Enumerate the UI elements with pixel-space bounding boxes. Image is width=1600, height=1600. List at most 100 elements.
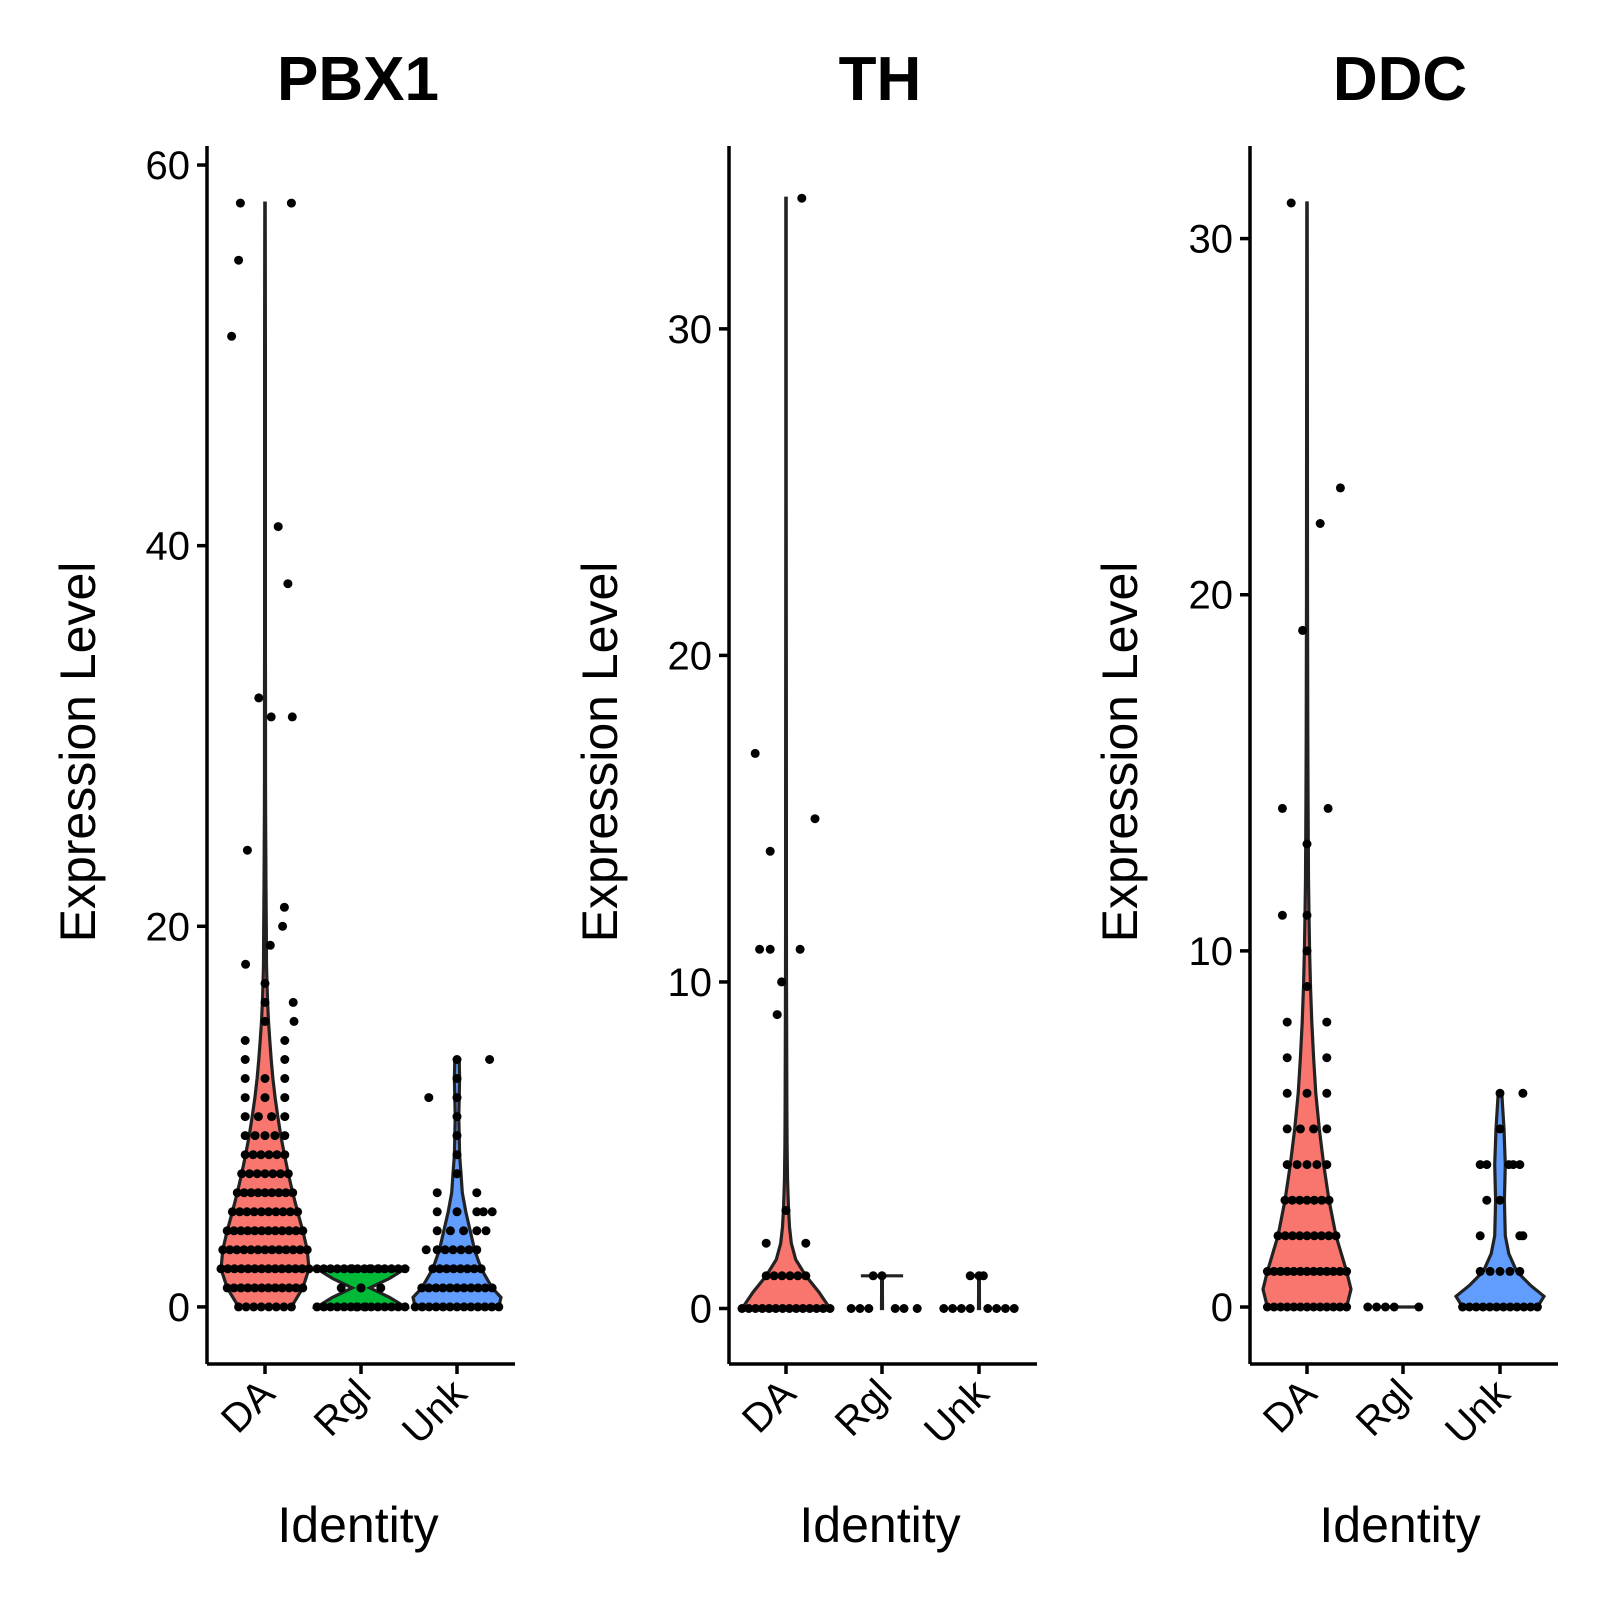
data-point	[1292, 1160, 1302, 1170]
data-point	[956, 1304, 966, 1313]
data-point	[459, 1302, 469, 1312]
data-point	[784, 1304, 794, 1313]
data-point	[466, 1302, 476, 1312]
data-point	[229, 1226, 239, 1236]
data-point	[476, 1264, 486, 1274]
data-point	[1322, 1088, 1332, 1098]
data-point	[270, 1264, 280, 1274]
y-tick-label: 10	[1189, 930, 1234, 974]
data-point	[432, 1226, 442, 1236]
data-point	[280, 1055, 290, 1064]
data-point	[978, 1271, 988, 1281]
data-point	[1280, 1231, 1290, 1241]
data-point	[452, 1093, 462, 1103]
data-point	[249, 1207, 259, 1217]
data-point	[1288, 1231, 1297, 1241]
data-point	[250, 1283, 260, 1293]
data-point	[755, 944, 765, 954]
data-point	[431, 1302, 441, 1312]
data-point	[1464, 1302, 1474, 1312]
data-point	[751, 1304, 760, 1313]
data-point	[452, 1302, 462, 1312]
data-point	[222, 1283, 232, 1293]
y-tick-label: 30	[668, 308, 713, 352]
data-point	[222, 1226, 232, 1236]
data-point	[393, 1302, 403, 1312]
data-point	[284, 1264, 294, 1274]
data-point	[487, 1207, 497, 1217]
data-point	[298, 1283, 308, 1293]
data-point	[801, 1238, 811, 1248]
data-point	[1302, 910, 1312, 920]
data-point	[485, 1055, 495, 1064]
violin-unk	[976, 1274, 982, 1311]
data-point	[266, 712, 276, 722]
data-point	[464, 1245, 474, 1255]
data-point	[1302, 982, 1312, 991]
data-point	[280, 1131, 290, 1141]
x-tick-label: DA	[1255, 1371, 1326, 1442]
data-point	[373, 1302, 383, 1312]
data-point	[236, 1283, 246, 1293]
data-point	[263, 1283, 273, 1293]
data-point	[256, 1150, 266, 1160]
panel-title: PBX1	[277, 45, 439, 114]
data-point	[243, 1264, 253, 1274]
data-point	[456, 1264, 465, 1274]
data-point	[795, 944, 805, 954]
data-point	[1342, 1266, 1352, 1276]
data-point	[302, 1245, 312, 1255]
data-point	[448, 1245, 458, 1255]
data-point	[353, 1264, 363, 1274]
y-tick-label: 0	[1211, 1286, 1233, 1330]
data-point	[481, 1226, 491, 1236]
data-point	[250, 1226, 260, 1236]
data-point	[983, 1304, 993, 1313]
data-point	[1282, 1017, 1292, 1027]
data-point	[291, 1226, 301, 1236]
data-point	[280, 1150, 290, 1160]
x-tick-label: Rgl	[827, 1371, 901, 1445]
data-point	[750, 748, 760, 758]
data-point	[452, 1074, 462, 1083]
data-point	[771, 1304, 781, 1313]
data-point	[1380, 1302, 1390, 1312]
data-point	[272, 1150, 282, 1160]
data-point	[818, 1304, 828, 1313]
data-point	[1302, 1266, 1312, 1276]
data-point	[253, 1188, 263, 1198]
data-point	[274, 1188, 284, 1198]
data-point	[473, 1283, 483, 1293]
data-point	[235, 1207, 245, 1217]
data-point	[359, 1302, 369, 1312]
data-point	[825, 1304, 835, 1313]
data-point	[442, 1264, 452, 1274]
data-point	[948, 1304, 958, 1313]
y-axis-title: Expression Level	[1092, 562, 1148, 943]
data-point	[326, 1302, 335, 1312]
data-point	[387, 1302, 396, 1312]
data-point	[253, 1245, 263, 1255]
data-point	[431, 1283, 441, 1293]
data-point	[312, 1302, 322, 1312]
data-point	[336, 1283, 346, 1293]
data-point	[778, 1304, 788, 1313]
data-point	[274, 1245, 284, 1255]
data-point	[268, 1169, 278, 1179]
data-point	[257, 1283, 267, 1293]
data-point	[912, 1304, 922, 1313]
data-point	[1302, 839, 1312, 849]
data-point	[366, 1264, 376, 1274]
data-point	[805, 1304, 815, 1313]
data-point	[452, 1112, 462, 1122]
data-point	[1342, 1302, 1352, 1312]
data-point	[472, 1226, 482, 1236]
data-point	[1458, 1302, 1468, 1312]
data-point	[326, 1264, 335, 1274]
y-axis-title: Expression Level	[572, 562, 628, 943]
data-point	[248, 1150, 258, 1160]
data-point	[757, 1304, 767, 1313]
violin-rgl	[879, 1274, 885, 1311]
data-point	[1328, 1266, 1338, 1276]
data-point	[304, 1264, 314, 1274]
